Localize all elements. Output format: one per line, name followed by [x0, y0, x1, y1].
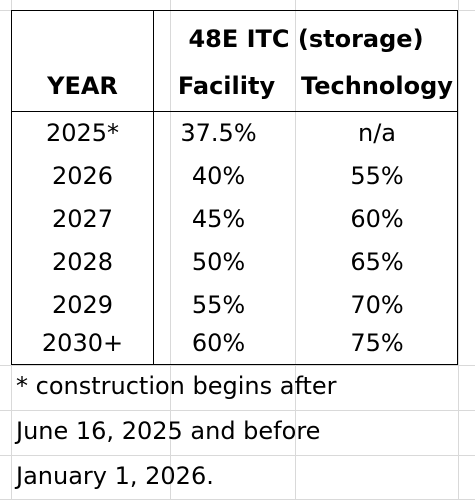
footnote-line: * construction begins after: [16, 372, 337, 400]
footnote-line: June 16, 2025 and before: [16, 417, 321, 445]
gridline: [0, 455, 475, 456]
gridline: [295, 0, 296, 500]
gridline: [170, 0, 171, 500]
table-row-year: 2029: [51, 290, 114, 319]
table-row-technology: 75%: [350, 329, 404, 357]
table-row-facility: 45%: [191, 204, 246, 233]
group-header: 48E ITC (storage): [188, 24, 424, 53]
column-header-technology: Technology: [301, 72, 453, 100]
table-row-technology: n/a: [357, 118, 396, 147]
table-row-year: 2027: [51, 204, 114, 233]
table-row-facility: 37.5%: [180, 118, 257, 147]
table-row-facility: 40%: [191, 161, 246, 190]
table-row-technology: 65%: [350, 247, 404, 276]
table-row-year: 2025*: [45, 118, 120, 147]
itc-table: 48E ITC (storage) YEAR Facility Technolo…: [11, 10, 458, 365]
header-divider: [12, 111, 457, 112]
table-row-year: 2028: [51, 247, 114, 276]
column-header-year: YEAR: [47, 72, 118, 100]
table-row-facility: 60%: [191, 329, 246, 357]
table-row-year: 2026: [51, 161, 114, 190]
column-divider: [153, 11, 154, 364]
column-header-facility: Facility: [177, 72, 276, 100]
table-row-facility: 55%: [191, 290, 246, 319]
table-row-technology: 60%: [350, 204, 404, 233]
gridline: [0, 365, 475, 366]
footnote-line: January 1, 2026.: [16, 462, 214, 490]
table-row-technology: 55%: [350, 161, 404, 190]
table-row-technology: 70%: [350, 290, 404, 319]
table-row-year: 2030+: [41, 329, 124, 357]
table-row-facility: 50%: [191, 247, 246, 276]
gridline: [0, 410, 475, 411]
gridline: [458, 0, 459, 500]
